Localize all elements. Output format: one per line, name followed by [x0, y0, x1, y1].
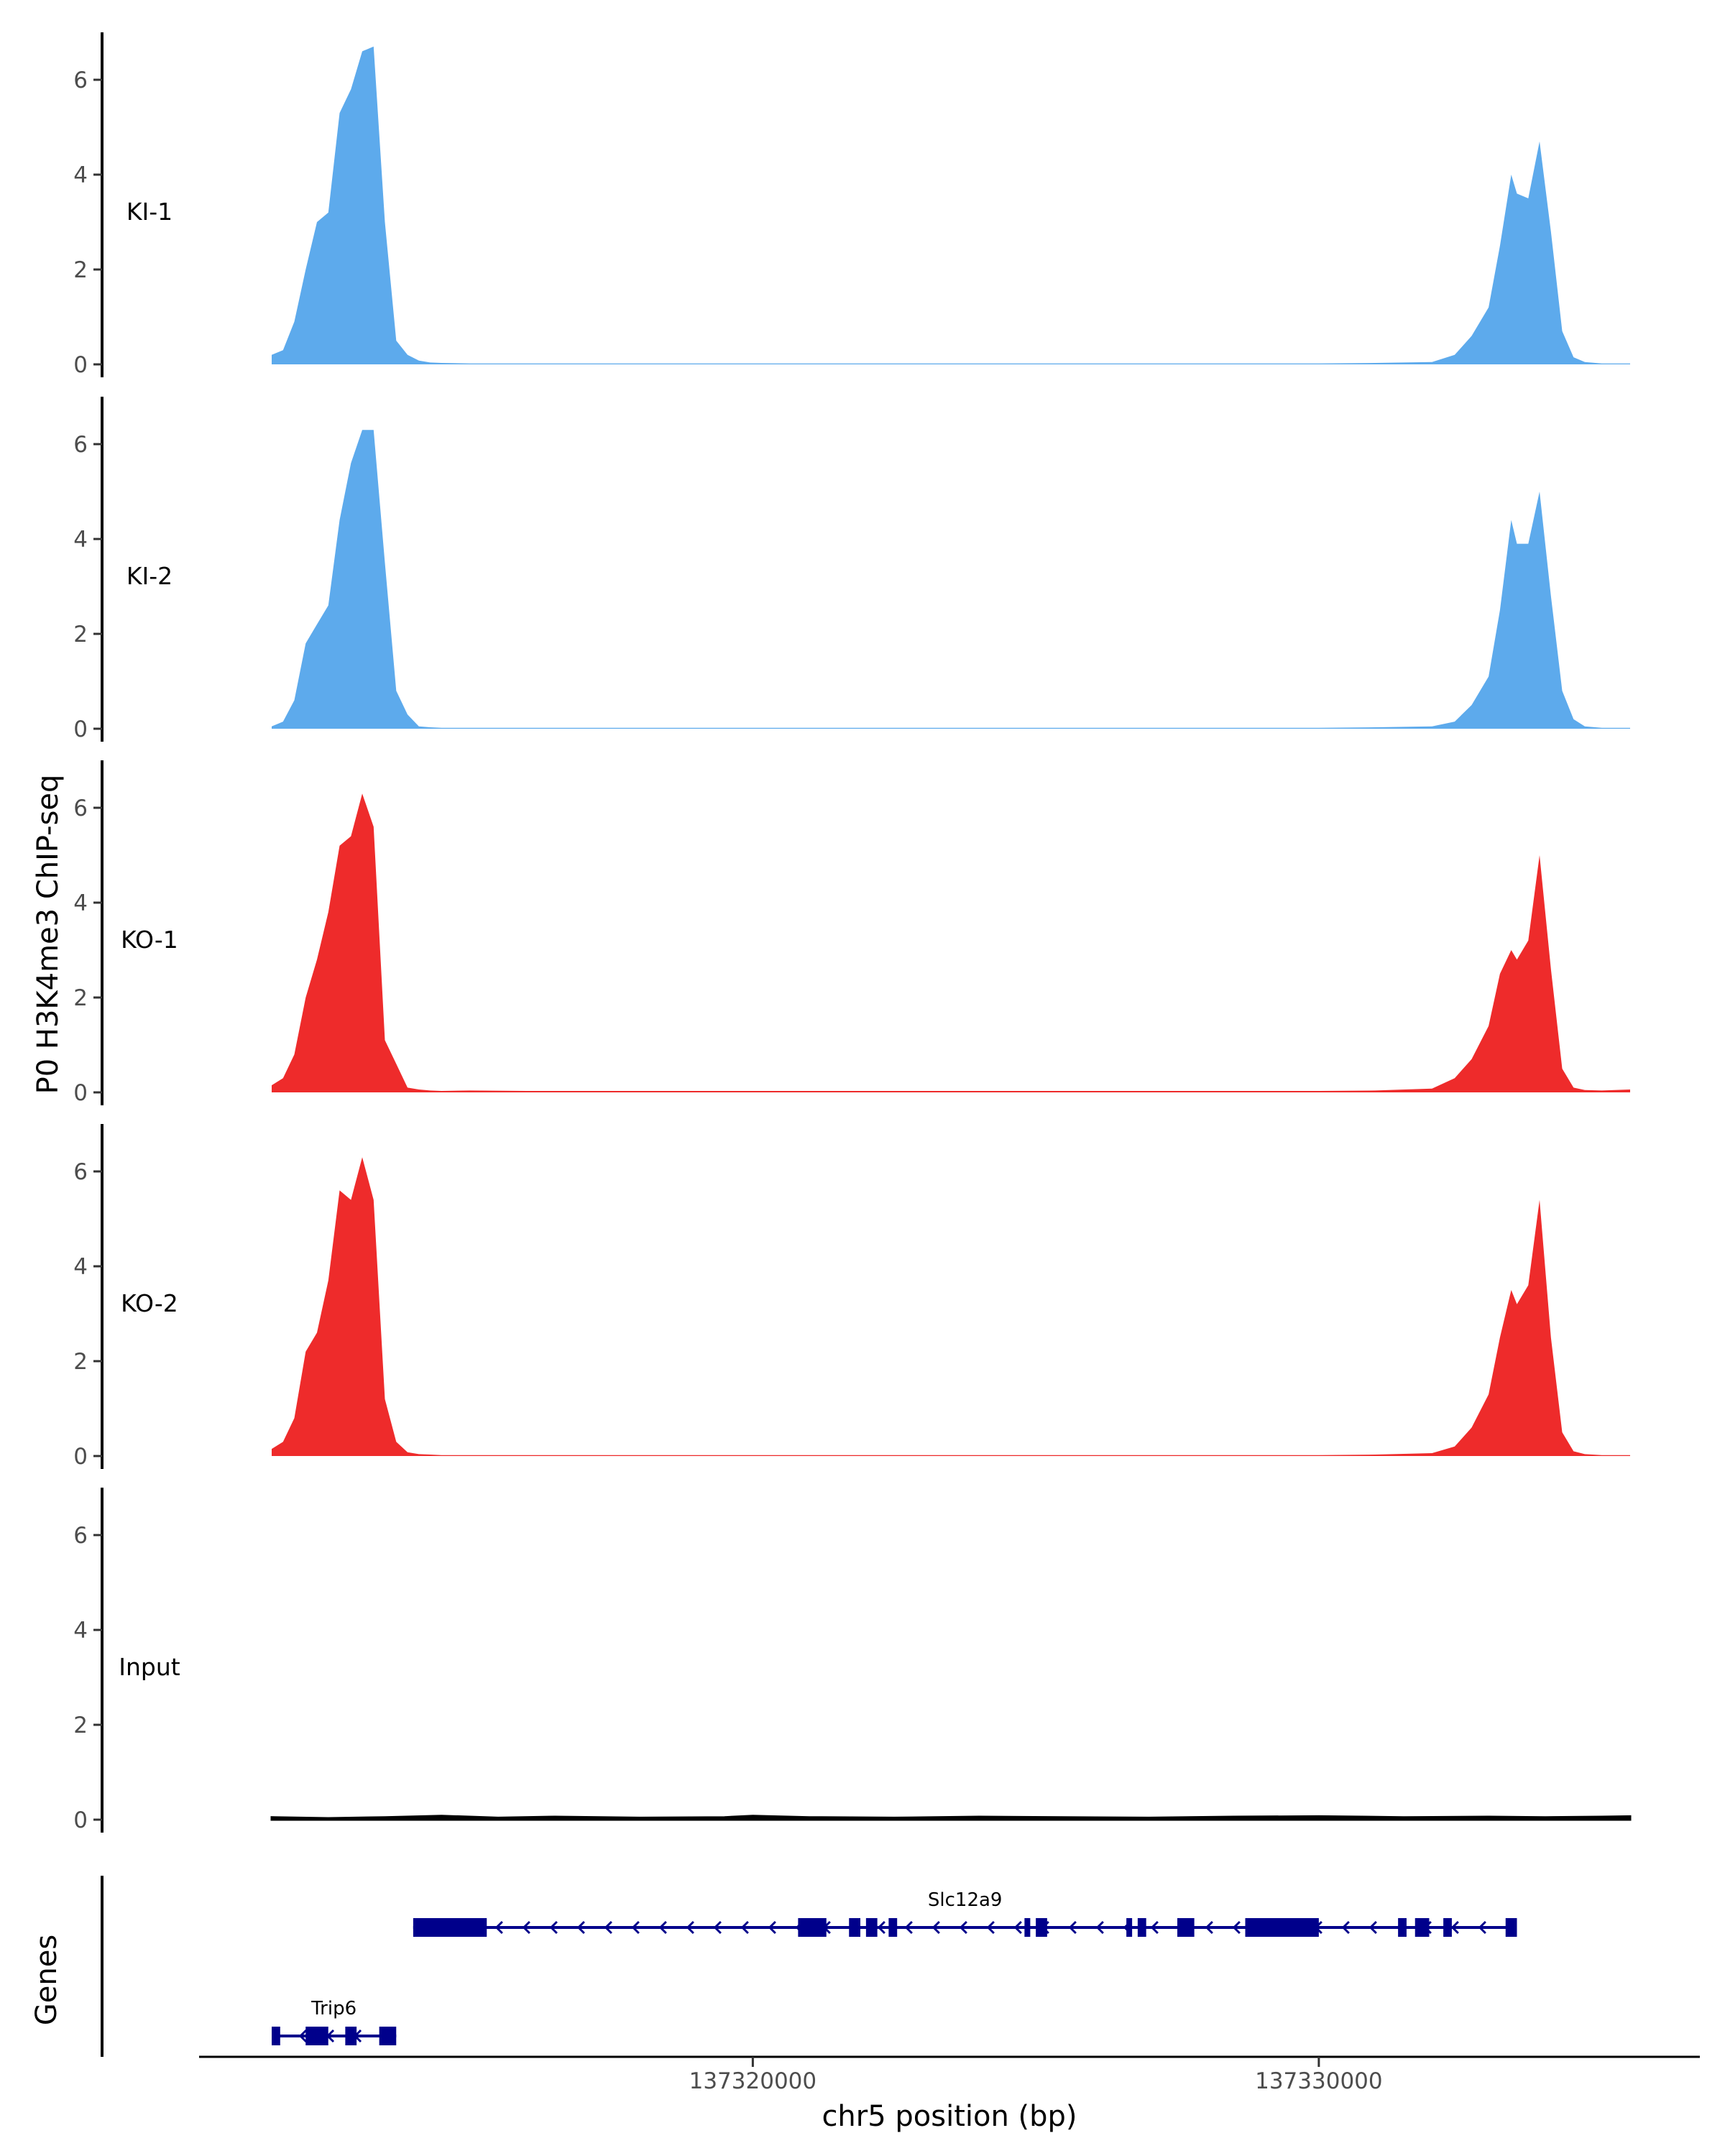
- track-ko-1-coverage-area: [272, 793, 1630, 1092]
- gene-slc12a9-exon: [798, 1918, 827, 1937]
- gene-slc12a9-strand-arrow: [768, 1920, 776, 1935]
- track-ki-2-y-tick-label: 2: [73, 622, 88, 648]
- track-ko-1-y-tick-label: 2: [73, 985, 88, 1011]
- gene-slc12a9-strand-arrow: [1013, 1920, 1022, 1935]
- track-ki-2: 0 2 4 6 KI-2: [73, 397, 1630, 742]
- gene-slc12a9-strand-arrow: [1478, 1920, 1486, 1935]
- gene-slc12a9-strand-arrow: [1068, 1920, 1077, 1935]
- track-ki-2-y-tick-label: 0: [73, 717, 88, 742]
- track-input-y-tick-label: 2: [73, 1713, 88, 1738]
- track-label-ki-1: KI-1: [126, 198, 172, 226]
- gene-slc12a9-exon: [865, 1918, 878, 1937]
- track-ki-2-y-tick-label: 6: [73, 432, 88, 458]
- track-ko-1-y-tick-label: 0: [73, 1080, 88, 1106]
- track-label-input: Input: [119, 1653, 180, 1681]
- track-label-ko-2: KO-2: [121, 1289, 178, 1317]
- gene-slc12a9-exon: [1398, 1918, 1407, 1937]
- gene-slc12a9-exon: [1137, 1918, 1146, 1937]
- gene-slc12a9-exon: [1245, 1918, 1319, 1937]
- track-label-ki-2: KI-2: [126, 562, 172, 590]
- coverage-tracks: 0 2 4 6 KI-1 0 2 4 6 KI-2 0 2 4 6 KO-1 0 2 4 6 KO-2 0 2 4 6 Inpu…: [73, 32, 1632, 1833]
- gene-slc12a9-strand-arrow: [877, 1920, 886, 1935]
- gene-slc12a9-exon: [1414, 1918, 1430, 1937]
- gene-slc12a9-strand-arrow: [904, 1920, 913, 1935]
- gene-slc12a9-exon: [1443, 1918, 1452, 1937]
- gene-slc12a9-exon: [1036, 1918, 1047, 1937]
- gene-slc12a9-exon: [888, 1918, 898, 1937]
- track-ko-1: 0 2 4 6 KO-1: [73, 760, 1630, 1106]
- gene-slc12a9: Slc12a9: [413, 1889, 1517, 1937]
- x-tick-label: 137330000: [1255, 2068, 1383, 2094]
- gene-slc12a9-strand-arrow: [713, 1920, 722, 1935]
- gene-trip6-exon: [305, 2027, 328, 2045]
- gene-slc12a9-strand-arrow: [986, 1920, 995, 1935]
- track-ki-1-coverage-area: [272, 46, 1630, 365]
- track-input-coverage-area: [270, 1815, 1632, 1821]
- track-ko-2: 0 2 4 6 KO-2: [73, 1124, 1630, 1470]
- gene-slc12a9-strand-arrow: [932, 1920, 940, 1935]
- gene-slc12a9-exon: [1177, 1918, 1195, 1937]
- gene-slc12a9-strand-arrow: [1150, 1920, 1159, 1935]
- track-input-y-tick-label: 0: [73, 1807, 88, 1833]
- gene-slc12a9-strand-arrow: [1205, 1920, 1213, 1935]
- track-ko-1-y-tick-label: 4: [73, 890, 88, 916]
- gene-slc12a9-strand-arrow: [686, 1920, 694, 1935]
- track-ki-2-coverage-area: [272, 430, 1630, 729]
- genes-panel-title: Genes: [30, 1935, 63, 2025]
- gene-trip6-strand-arrow: [298, 2029, 308, 2043]
- gene-slc12a9-exon: [413, 1918, 487, 1937]
- gene-annotation-panel: Slc12a9 Trip6: [272, 1889, 1517, 2045]
- x-axis-title: chr5 position (bp): [822, 2100, 1077, 2133]
- gene-slc12a9-strand-arrow: [576, 1920, 585, 1935]
- y-axis-title: P0 H3K4me3 ChIP-seq: [32, 775, 65, 1095]
- track-ki-1-y-tick-label: 4: [73, 162, 88, 188]
- gene-slc12a9-exon: [849, 1918, 860, 1937]
- gene-slc12a9-exon: [1024, 1918, 1031, 1937]
- track-ki-1: 0 2 4 6 KI-1: [73, 32, 1630, 378]
- gene-slc12a9-strand-arrow: [1095, 1920, 1104, 1935]
- track-input-y-tick-label: 6: [73, 1523, 88, 1549]
- gene-trip6-exon: [272, 2027, 280, 2045]
- gene-label-trip6: Trip6: [310, 1998, 356, 2019]
- track-label-ko-1: KO-1: [121, 926, 178, 954]
- track-ko-2-y-tick-label: 4: [73, 1254, 88, 1280]
- gene-slc12a9-exon: [1126, 1918, 1133, 1937]
- x-axis: 137320000 137330000: [689, 2057, 1383, 2094]
- gene-slc12a9-strand-arrow: [1368, 1920, 1377, 1935]
- gene-trip6-exon: [345, 2027, 357, 2045]
- gene-slc12a9-strand-arrow: [494, 1920, 503, 1935]
- gene-slc12a9-strand-arrow: [1450, 1920, 1459, 1935]
- track-ki-1-y-tick-label: 2: [73, 257, 88, 283]
- gene-slc12a9-strand-arrow: [1341, 1920, 1350, 1935]
- track-input: 0 2 4 6 Input: [73, 1488, 1632, 1833]
- track-input-y-tick-label: 4: [73, 1618, 88, 1644]
- gene-label-slc12a9: Slc12a9: [928, 1889, 1003, 1911]
- track-ki-1-y-tick-label: 0: [73, 352, 88, 378]
- track-ki-1-y-tick-label: 6: [73, 68, 88, 93]
- gene-slc12a9-exon: [1505, 1918, 1517, 1937]
- gene-slc12a9-strand-arrow: [1232, 1920, 1241, 1935]
- gene-trip6: Trip6: [272, 1998, 397, 2045]
- x-tick-label: 137320000: [689, 2068, 817, 2094]
- gene-slc12a9-strand-arrow: [604, 1920, 612, 1935]
- track-ko-2-y-tick-label: 6: [73, 1159, 88, 1185]
- gene-slc12a9-strand-arrow: [522, 1920, 530, 1935]
- track-ko-2-coverage-area: [272, 1157, 1630, 1456]
- gene-slc12a9-strand-arrow: [959, 1920, 967, 1935]
- track-ko-2-y-tick-label: 0: [73, 1444, 88, 1470]
- track-ko-1-y-tick-label: 6: [73, 796, 88, 821]
- gene-slc12a9-strand-arrow: [658, 1920, 667, 1935]
- gene-trip6-exon: [379, 2027, 397, 2045]
- track-ki-2-y-tick-label: 4: [73, 527, 88, 553]
- track-ko-2-y-tick-label: 2: [73, 1349, 88, 1375]
- gene-slc12a9-strand-arrow: [631, 1920, 640, 1935]
- gene-slc12a9-strand-arrow: [740, 1920, 749, 1935]
- gene-slc12a9-strand-arrow: [549, 1920, 558, 1935]
